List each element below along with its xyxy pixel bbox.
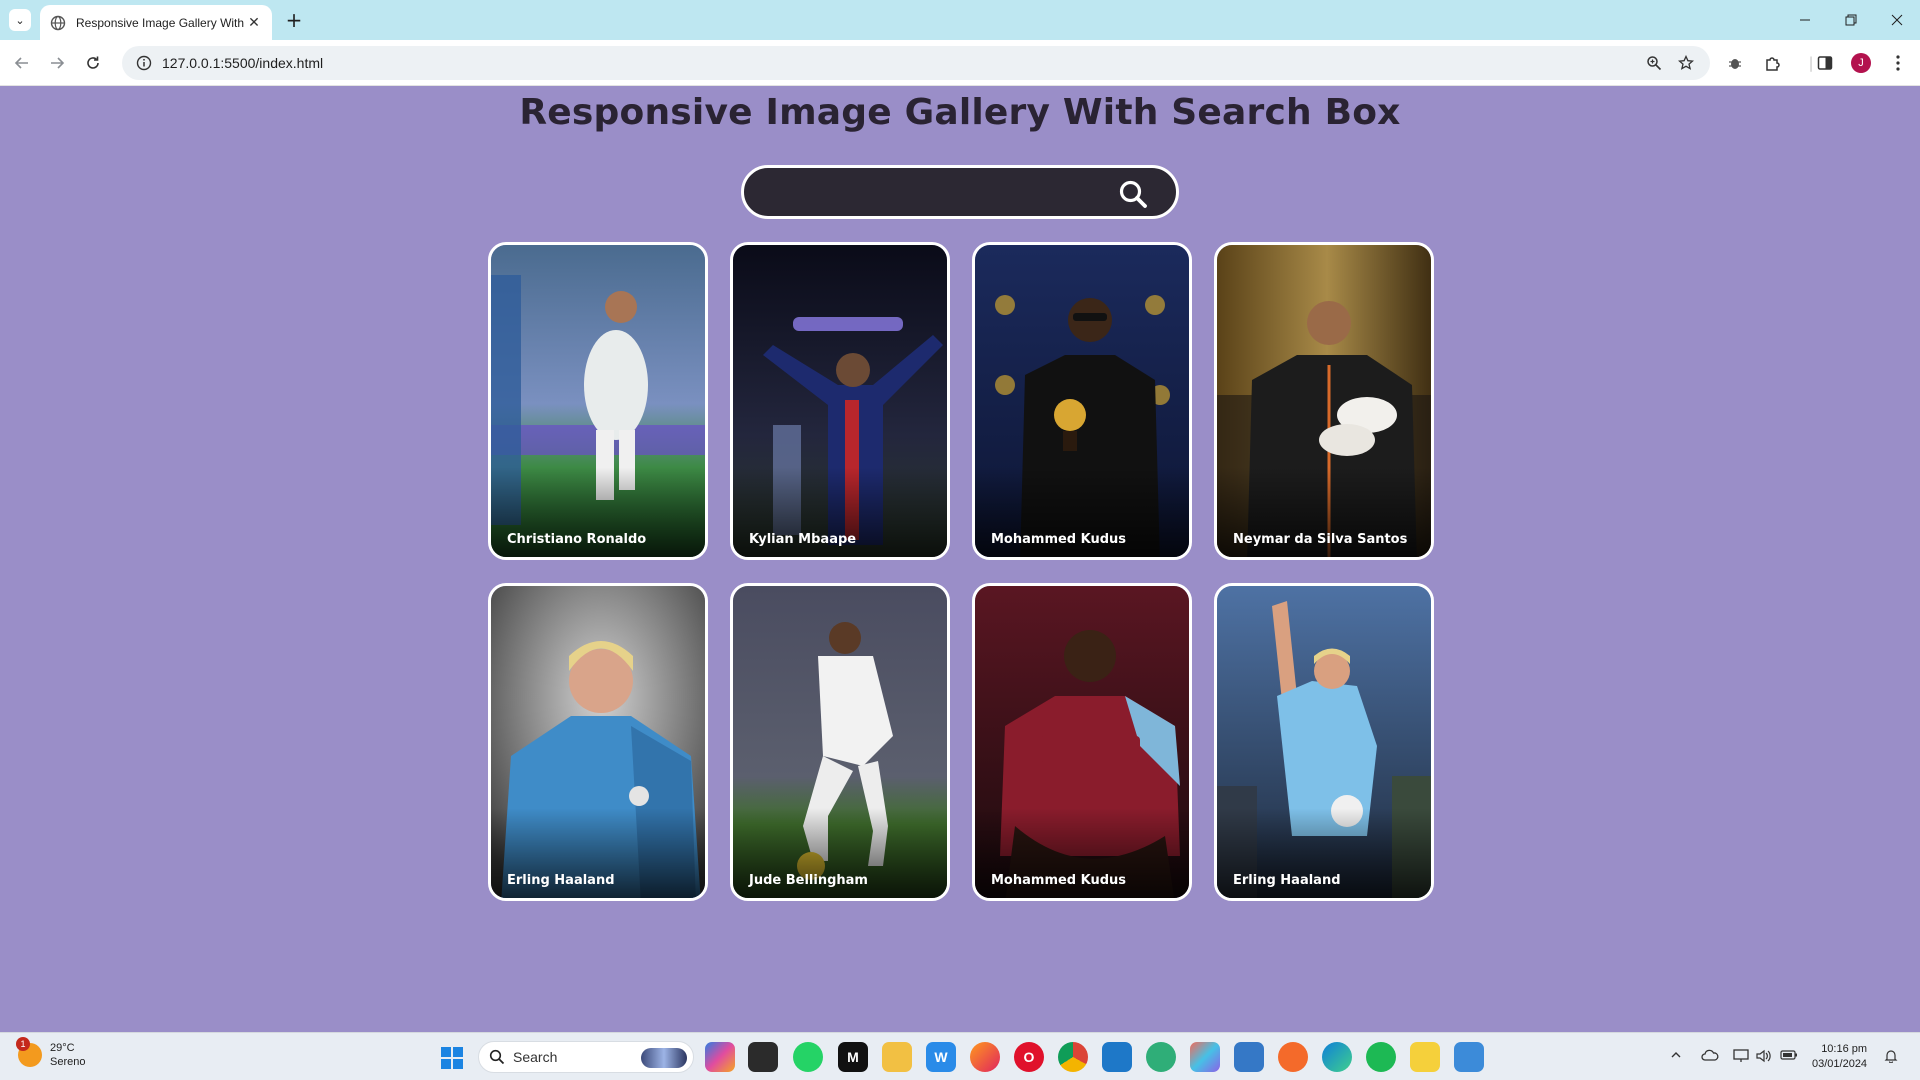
page-title: Responsive Image Gallery With Search Box xyxy=(519,92,1401,133)
gallery-card[interactable]: Mohammed Kudus xyxy=(972,583,1192,901)
search-input[interactable] xyxy=(764,176,1104,208)
reload-icon[interactable] xyxy=(81,51,105,75)
card-caption-shade xyxy=(1217,467,1431,557)
browser-toolbar: 127.0.0.1:5500/index.html | xyxy=(0,40,1920,86)
card-caption-shade xyxy=(1217,808,1431,898)
extension-bug-icon[interactable] xyxy=(1724,52,1746,74)
forward-arrow-icon[interactable] xyxy=(45,51,69,75)
copilot-icon[interactable] xyxy=(705,1042,735,1072)
minimize-window-button[interactable] xyxy=(1782,0,1828,40)
tab-close-icon[interactable]: ✕ xyxy=(248,14,260,31)
browser-menu-kebab-icon[interactable] xyxy=(1887,52,1909,74)
spotify-icon[interactable] xyxy=(1366,1042,1396,1072)
player-name: Mohammed Kudus xyxy=(991,532,1127,547)
opera-icon[interactable]: O xyxy=(1014,1042,1044,1072)
battery-icon[interactable] xyxy=(1780,1049,1798,1065)
edge-icon[interactable] xyxy=(1322,1042,1352,1072)
profile-avatar[interactable]: J xyxy=(1851,53,1871,73)
weather-widget[interactable]: 1 29°C Sereno xyxy=(16,1037,86,1069)
card-caption-shade xyxy=(491,467,705,557)
card-caption-shade xyxy=(491,808,705,898)
postgres-icon[interactable] xyxy=(1234,1042,1264,1072)
weather-temperature: 29°C xyxy=(50,1042,75,1054)
bookmark-star-icon[interactable] xyxy=(1676,53,1696,73)
player-name: Erling Haaland xyxy=(1233,873,1341,888)
browser-tab-active[interactable]: Responsive Image Gallery With ✕ xyxy=(40,5,272,40)
volume-icon[interactable] xyxy=(1756,1049,1772,1067)
tab-search-menu-button[interactable]: ⌄ xyxy=(9,9,31,31)
player-name: Kylian Mbaape xyxy=(749,532,857,547)
extensions-puzzle-icon[interactable] xyxy=(1762,52,1784,74)
tray-chevron-up-icon[interactable] xyxy=(1670,1049,1682,1065)
globe-icon xyxy=(50,15,66,31)
clock-date: 03/01/2024 xyxy=(1812,1058,1868,1070)
card-caption-shade xyxy=(975,808,1189,898)
network-monitor-icon[interactable] xyxy=(1733,1049,1749,1067)
clock-time: 10:16 pm xyxy=(1821,1043,1868,1055)
firefox-icon[interactable] xyxy=(970,1042,1000,1072)
onedrive-cloud-icon[interactable] xyxy=(1701,1049,1719,1065)
gallery-card[interactable]: Jude Bellingham xyxy=(730,583,950,901)
card-caption-shade xyxy=(975,467,1189,557)
vscode-icon[interactable] xyxy=(1102,1042,1132,1072)
player-name: Jude Bellingham xyxy=(749,873,868,888)
tab-title: Responsive Image Gallery With xyxy=(76,15,245,30)
gallery-card[interactable]: Mohammed Kudus xyxy=(972,242,1192,560)
new-tab-button[interactable]: + xyxy=(285,8,303,32)
weather-description: Sereno xyxy=(50,1056,86,1068)
search-icon[interactable] xyxy=(1118,179,1148,209)
player-name: Erling Haaland xyxy=(507,873,615,888)
gallery-card[interactable]: Christiano Ronaldo xyxy=(488,242,708,560)
whatsapp-icon[interactable] xyxy=(793,1042,823,1072)
chatgpt-icon[interactable] xyxy=(1146,1042,1176,1072)
search-icon xyxy=(489,1049,505,1065)
notification-badge: 1 xyxy=(16,1037,30,1051)
card-caption-shade xyxy=(733,467,947,557)
figma-like-icon[interactable] xyxy=(1190,1042,1220,1072)
close-window-button[interactable] xyxy=(1874,0,1920,40)
taskbar-search-label: Search xyxy=(513,1049,558,1065)
w-app-icon[interactable]: W xyxy=(926,1042,956,1072)
search-highlight-image xyxy=(641,1048,687,1068)
search-box[interactable] xyxy=(741,165,1179,219)
task-view-icon[interactable] xyxy=(748,1042,778,1072)
url-text[interactable]: 127.0.0.1:5500/index.html xyxy=(162,55,324,71)
postman-icon[interactable] xyxy=(1278,1042,1308,1072)
site-info-icon[interactable] xyxy=(136,55,152,71)
start-windows-icon[interactable] xyxy=(441,1047,463,1069)
zoom-icon[interactable] xyxy=(1644,53,1664,73)
player-name: Neymar da Silva Santos xyxy=(1233,532,1408,547)
address-bar[interactable]: 127.0.0.1:5500/index.html xyxy=(122,46,1710,80)
browser-tab-bar: ⌄ Responsive Image Gallery With ✕ + xyxy=(0,0,1920,40)
weather-sun-icon: 1 xyxy=(16,1037,42,1067)
os-taskbar: 1 29°C Sereno Search M W O xyxy=(0,1032,1920,1080)
card-caption-shade xyxy=(733,808,947,898)
restore-window-button[interactable] xyxy=(1828,0,1874,40)
side-panel-icon[interactable] xyxy=(1814,52,1836,74)
gallery-card[interactable]: Erling Haaland xyxy=(1214,583,1434,901)
gallery-card[interactable]: Kylian Mbaape xyxy=(730,242,950,560)
taskbar-clock[interactable]: 10:16 pm 03/01/2024 xyxy=(1812,1042,1867,1072)
sticky-notes-icon[interactable] xyxy=(1410,1042,1440,1072)
player-name: Christiano Ronaldo xyxy=(507,532,647,547)
toolbar-divider: | xyxy=(1808,54,1814,72)
notification-bell-icon[interactable] xyxy=(1884,1049,1898,1067)
file-explorer-icon[interactable] xyxy=(882,1042,912,1072)
gallery-card[interactable]: Erling Haaland xyxy=(488,583,708,901)
player-name: Mohammed Kudus xyxy=(991,873,1127,888)
back-arrow-icon[interactable] xyxy=(10,51,34,75)
notepad-icon[interactable] xyxy=(1454,1042,1484,1072)
m-app-icon[interactable]: M xyxy=(838,1042,868,1072)
taskbar-search-box[interactable]: Search xyxy=(478,1041,694,1073)
chrome-icon[interactable] xyxy=(1058,1042,1088,1072)
gallery-card[interactable]: Neymar da Silva Santos xyxy=(1214,242,1434,560)
